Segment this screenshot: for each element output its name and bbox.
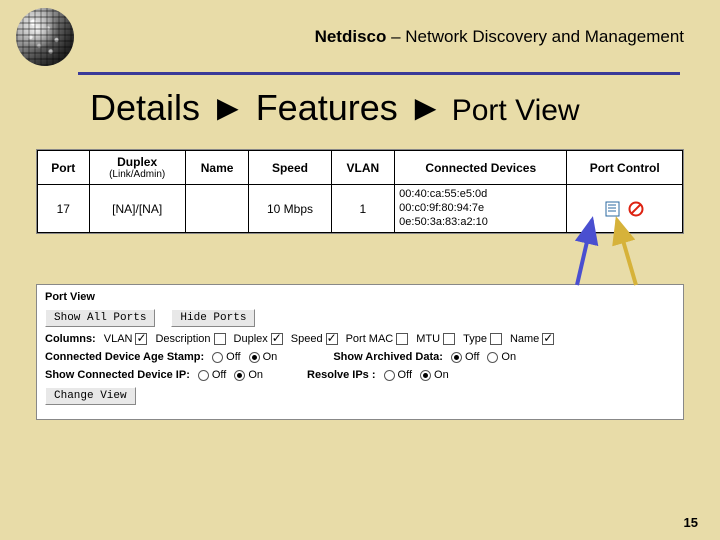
hide-ports-button[interactable]: Hide Ports (171, 309, 255, 327)
ip-label: Show Connected Device IP: (45, 369, 190, 381)
table-header-row: Port Duplex (Link/Admin) Name Speed VLAN… (38, 151, 683, 185)
col-port: Port (38, 151, 90, 185)
ip-off-radio[interactable] (198, 370, 209, 381)
col-opt-vlan-label: VLAN (104, 333, 133, 345)
title-part-features: Features (246, 87, 408, 128)
age-off-label: Off (226, 351, 240, 363)
cell-speed: 10 Mbps (249, 185, 331, 233)
title-arrow-1: ► (210, 87, 246, 128)
col-opt-type-label: Type (463, 333, 487, 345)
col-opt-vlan-checkbox[interactable] (135, 333, 147, 345)
ip-on-radio[interactable] (234, 370, 245, 381)
age-on-label: On (263, 351, 278, 363)
logo-disco-ball (16, 8, 74, 66)
cell-port-control (567, 185, 683, 233)
page-title: Details ► Features ► Port View (90, 87, 720, 129)
col-opt-type-checkbox[interactable] (490, 333, 502, 345)
change-view-button[interactable]: Change View (45, 387, 136, 405)
col-control: Port Control (567, 151, 683, 185)
age-on-radio[interactable] (249, 352, 260, 363)
col-opt-mtu-label: MTU (416, 333, 440, 345)
col-opt-description-label: Description (155, 333, 210, 345)
callout-arrows (0, 0, 720, 540)
show-all-ports-button[interactable]: Show All Ports (45, 309, 155, 327)
col-duplex-label: Duplex (117, 155, 157, 169)
col-opt-speed-label: Speed (291, 333, 323, 345)
table-row[interactable]: 17 [NA]/[NA] 10 Mbps 1 00:40:ca:55:e5:0d… (38, 185, 683, 233)
port-view-title: Port View (45, 291, 675, 303)
mac-1: 00:40:ca:55:e5:0d (399, 188, 562, 202)
col-opt-portmac-label: Port MAC (346, 333, 394, 345)
title-part-portview: Port View (443, 94, 579, 127)
resolve-on-label: On (434, 369, 449, 381)
title-arrow-2: ► (408, 87, 444, 128)
col-opt-name-label: Name (510, 333, 539, 345)
col-opt-portmac-checkbox[interactable] (396, 333, 408, 345)
page-number: 15 (684, 515, 698, 530)
col-duplex-sub: (Link/Admin) (96, 169, 179, 180)
cell-duplex: [NA]/[NA] (89, 185, 185, 233)
col-connected: Connected Devices (395, 151, 567, 185)
col-opt-speed-checkbox[interactable] (326, 333, 338, 345)
columns-row: Columns: VLAN Description Duplex Speed P… (45, 333, 675, 345)
port-table-panel: Port Duplex (Link/Admin) Name Speed VLAN… (36, 149, 684, 234)
archived-off-label: Off (465, 351, 479, 363)
ip-off-label: Off (212, 369, 226, 381)
tagline-text: – Network Discovery and Management (386, 27, 684, 46)
port-view-panel: Port View Show All Ports Hide Ports Colu… (36, 284, 684, 420)
resolve-off-label: Off (398, 369, 412, 381)
col-duplex: Duplex (Link/Admin) (89, 151, 185, 185)
columns-label: Columns: (45, 333, 96, 345)
header-divider (78, 72, 680, 75)
archived-on-radio[interactable] (487, 352, 498, 363)
col-opt-mtu-checkbox[interactable] (443, 333, 455, 345)
archived-on-label: On (501, 351, 516, 363)
cell-vlan: 1 (331, 185, 395, 233)
cell-connected-devices: 00:40:ca:55:e5:0d 00:c0:9f:80:94:7e 0e:5… (395, 185, 567, 233)
col-opt-name-checkbox[interactable] (542, 333, 554, 345)
col-speed: Speed (249, 151, 331, 185)
title-part-details: Details (90, 87, 210, 128)
log-icon[interactable] (605, 201, 621, 217)
resolve-off-radio[interactable] (384, 370, 395, 381)
resolve-on-radio[interactable] (420, 370, 431, 381)
port-table: Port Duplex (Link/Admin) Name Speed VLAN… (37, 150, 683, 233)
app-name: Netdisco (315, 27, 387, 46)
mac-2: 00:c0:9f:80:94:7e (399, 202, 562, 216)
mac-3: 0e:50:3a:83:a2:10 (399, 216, 562, 230)
age-stamp-label: Connected Device Age Stamp: (45, 351, 204, 363)
header-tagline: Netdisco – Network Discovery and Managem… (74, 27, 704, 47)
ip-on-label: On (248, 369, 263, 381)
col-vlan: VLAN (331, 151, 395, 185)
archived-label: Show Archived Data: (333, 351, 443, 363)
col-opt-duplex-checkbox[interactable] (271, 333, 283, 345)
col-name: Name (185, 151, 249, 185)
cell-name (185, 185, 249, 233)
resolve-label: Resolve IPs : (307, 369, 375, 381)
cell-port: 17 (38, 185, 90, 233)
age-off-radio[interactable] (212, 352, 223, 363)
disable-icon[interactable] (628, 201, 644, 217)
col-opt-duplex-label: Duplex (234, 333, 268, 345)
col-opt-description-checkbox[interactable] (214, 333, 226, 345)
archived-off-radio[interactable] (451, 352, 462, 363)
